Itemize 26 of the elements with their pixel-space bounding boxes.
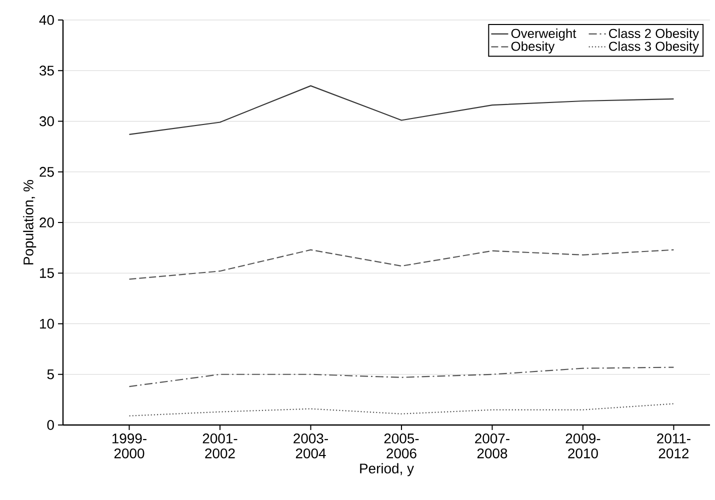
- y-tick-label: 40: [39, 15, 54, 25]
- legend-label: Class 2 Obesity: [609, 28, 699, 41]
- x-axis-title: Period, y: [360, 463, 414, 476]
- line-series: [128, 249, 674, 280]
- x-tick-label: 2001-2002: [202, 434, 238, 458]
- legend-label: Obesity: [511, 41, 555, 54]
- y-tick-label: 10: [40, 318, 54, 329]
- x-tick-label: 2007-2008: [475, 434, 510, 458]
- x-tick-label: 2005-2006: [384, 434, 419, 458]
- y-tick-label: 0: [47, 420, 54, 430]
- y-tick-label: 30: [40, 116, 54, 126]
- x-tick-label: 2003-2004: [294, 434, 328, 458]
- x-tick-label: 2009-2010: [566, 434, 600, 458]
- x-tick-label: 2011-2012: [657, 434, 690, 458]
- y-tick-label: 15: [40, 268, 54, 278]
- line-series: [128, 85, 674, 135]
- x-tick-label: 1999-2000: [112, 434, 146, 458]
- y-tick-label: 20: [40, 218, 54, 228]
- line-series: [128, 403, 674, 416]
- y-tick-label: 25: [40, 166, 54, 177]
- y-axis-title: Population, %: [23, 180, 36, 264]
- legend-label: Class 3 Obesity: [609, 41, 699, 54]
- legend-label: Overweight: [511, 28, 576, 41]
- line-series: [128, 366, 674, 388]
- y-tick-label: 35: [40, 66, 54, 76]
- y-tick-label: 5: [47, 370, 54, 380]
